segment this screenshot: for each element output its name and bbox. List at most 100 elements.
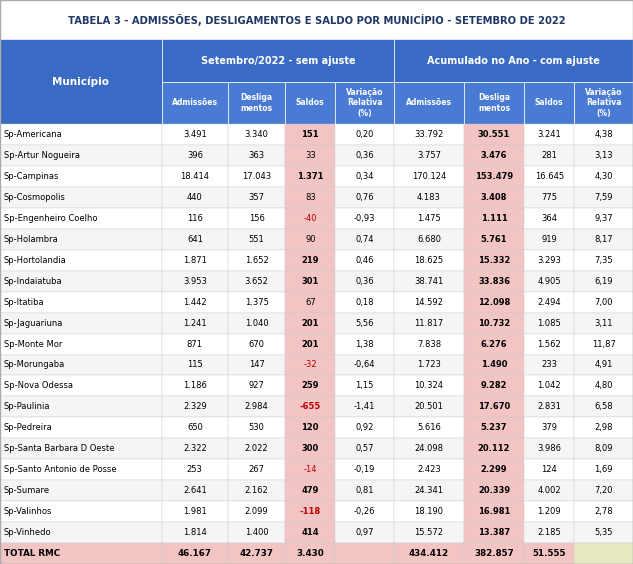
Text: Sp-Sumare: Sp-Sumare — [4, 486, 50, 495]
Bar — [285, 229, 335, 250]
Bar — [394, 208, 464, 229]
Text: 1.371: 1.371 — [297, 172, 323, 181]
Bar — [335, 355, 394, 376]
Text: 147: 147 — [249, 360, 265, 369]
Bar — [574, 459, 633, 480]
Bar — [162, 396, 228, 417]
Text: Setembro/2022 - sem ajuste: Setembro/2022 - sem ajuste — [201, 56, 355, 65]
Text: 0,74: 0,74 — [355, 235, 374, 244]
Text: Variação
Relativa
(%): Variação Relativa (%) — [585, 88, 622, 118]
Bar — [162, 312, 228, 333]
Bar — [228, 333, 285, 355]
Text: 1.111: 1.111 — [480, 214, 508, 223]
Text: 3.491: 3.491 — [183, 130, 207, 139]
Bar — [285, 543, 335, 564]
Bar — [0, 501, 162, 522]
Text: 364: 364 — [541, 214, 557, 223]
Text: 7,00: 7,00 — [594, 298, 613, 307]
Bar — [0, 229, 162, 250]
Text: 1.186: 1.186 — [183, 381, 207, 390]
Text: 5,35: 5,35 — [594, 528, 613, 537]
Bar — [574, 376, 633, 396]
Bar — [574, 145, 633, 166]
Text: 14.592: 14.592 — [415, 298, 444, 307]
Text: Sp-Holambra: Sp-Holambra — [4, 235, 58, 244]
Text: 775: 775 — [541, 193, 557, 202]
Bar — [228, 145, 285, 166]
Text: 5.616: 5.616 — [417, 424, 441, 433]
Text: 15.572: 15.572 — [415, 528, 444, 537]
Bar — [228, 459, 285, 480]
Text: Sp-Jaguariuna: Sp-Jaguariuna — [4, 319, 63, 328]
Bar — [285, 522, 335, 543]
Text: -118: -118 — [299, 507, 321, 516]
Bar — [464, 292, 524, 312]
Bar — [162, 522, 228, 543]
Text: 3.757: 3.757 — [417, 151, 441, 160]
Bar — [285, 271, 335, 292]
Bar — [285, 124, 335, 145]
Bar — [162, 459, 228, 480]
Bar — [464, 376, 524, 396]
Text: 7,35: 7,35 — [594, 255, 613, 265]
Bar — [228, 480, 285, 501]
Bar — [464, 522, 524, 543]
Text: 1.442: 1.442 — [183, 298, 206, 307]
Text: 2.984: 2.984 — [245, 402, 268, 411]
Bar — [464, 82, 524, 124]
Text: 3.430: 3.430 — [296, 549, 324, 558]
Text: 2.185: 2.185 — [537, 528, 561, 537]
Text: 3.953: 3.953 — [183, 277, 207, 286]
Bar — [524, 333, 574, 355]
Bar — [228, 124, 285, 145]
Text: 1,38: 1,38 — [355, 340, 374, 349]
Bar — [162, 292, 228, 312]
Bar — [524, 522, 574, 543]
Bar — [228, 82, 285, 124]
Text: 253: 253 — [187, 465, 203, 474]
Text: 0,34: 0,34 — [355, 172, 374, 181]
Text: 9.282: 9.282 — [481, 381, 507, 390]
Text: 0,97: 0,97 — [355, 528, 374, 537]
Text: 3.986: 3.986 — [537, 444, 561, 453]
Text: 18.414: 18.414 — [180, 172, 210, 181]
Text: 20.112: 20.112 — [478, 444, 510, 453]
Bar — [162, 145, 228, 166]
Bar — [335, 438, 394, 459]
Text: 17.670: 17.670 — [478, 402, 510, 411]
Bar — [464, 145, 524, 166]
Text: 6.680: 6.680 — [417, 235, 441, 244]
Bar — [524, 480, 574, 501]
Text: Admissões: Admissões — [172, 99, 218, 107]
Text: Variação
Relativa
(%): Variação Relativa (%) — [346, 88, 384, 118]
Text: Sp-Cosmopolis: Sp-Cosmopolis — [4, 193, 66, 202]
Text: 300: 300 — [302, 444, 319, 453]
Bar — [394, 417, 464, 438]
Text: 233: 233 — [541, 360, 557, 369]
Text: 24.341: 24.341 — [415, 486, 444, 495]
Text: 7,59: 7,59 — [594, 193, 613, 202]
Text: 10.324: 10.324 — [415, 381, 444, 390]
Bar — [335, 501, 394, 522]
Text: 120: 120 — [301, 424, 319, 433]
Bar — [162, 501, 228, 522]
Text: 6,58: 6,58 — [594, 402, 613, 411]
Text: TOTAL RMC: TOTAL RMC — [4, 549, 60, 558]
Text: -655: -655 — [299, 402, 321, 411]
Bar — [574, 438, 633, 459]
Text: 18.625: 18.625 — [415, 255, 444, 265]
Bar — [228, 396, 285, 417]
Text: Saldos: Saldos — [296, 99, 325, 107]
Text: 670: 670 — [249, 340, 265, 349]
Text: 1.562: 1.562 — [537, 340, 561, 349]
Text: 363: 363 — [249, 151, 265, 160]
Text: 1.475: 1.475 — [417, 214, 441, 223]
Bar — [394, 229, 464, 250]
Bar — [524, 250, 574, 271]
Text: 115: 115 — [187, 360, 203, 369]
Text: 24.098: 24.098 — [415, 444, 444, 453]
Text: 3.476: 3.476 — [481, 151, 507, 160]
Text: 0,46: 0,46 — [355, 255, 374, 265]
Bar — [394, 145, 464, 166]
Bar — [228, 187, 285, 208]
